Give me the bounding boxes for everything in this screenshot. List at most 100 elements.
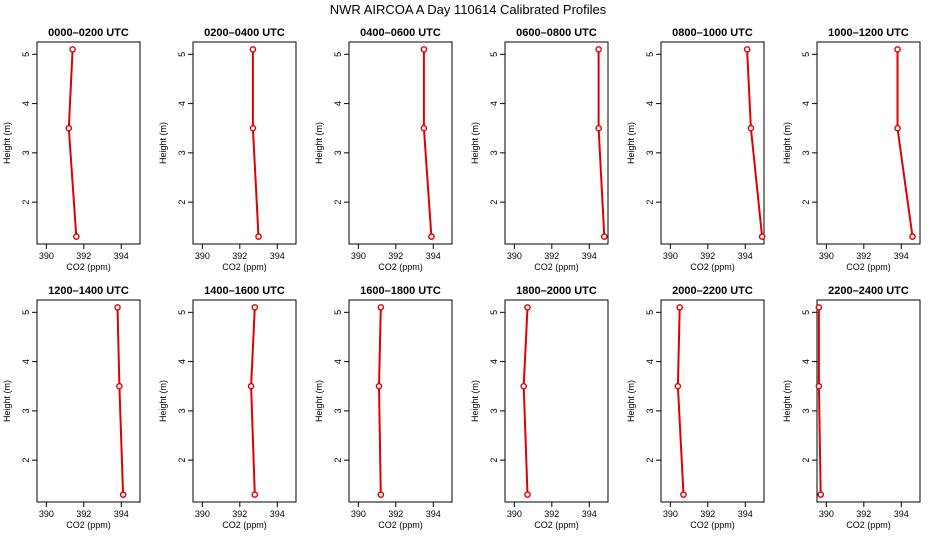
profile-point (520, 382, 528, 390)
x-tick-label: 394 (894, 509, 909, 519)
x-axis-label: CO2 (ppm) (378, 520, 423, 530)
y-tick-label: 2 (645, 458, 655, 463)
x-axis-label: CO2 (ppm) (690, 262, 735, 272)
y-axis-label: Height (m) (2, 122, 12, 164)
y-tick-label: 5 (333, 52, 343, 57)
x-axis-label: CO2 (ppm) (222, 262, 267, 272)
profile-point (249, 46, 257, 53)
profile-point (247, 382, 255, 390)
x-tick-label: 394 (582, 251, 597, 261)
x-tick-label: 392 (76, 509, 91, 519)
y-tick-label: 5 (645, 310, 655, 315)
y-tick-label: 3 (21, 150, 31, 155)
profile-panel-11: 2000–2200 UTC 390 392 394 2 3 4 5 CO2 (ppm) Heigh… (626, 285, 765, 530)
profile-line (377, 307, 382, 495)
profile-point (420, 124, 428, 132)
x-tick-label: 390 (507, 509, 522, 519)
profile-point (680, 491, 687, 498)
y-tick-label: 5 (801, 310, 811, 315)
panel-title: 1400–1600 UTC (204, 285, 285, 297)
x-tick-label: 392 (544, 251, 559, 261)
profile-point (119, 491, 127, 498)
x-tick-label: 390 (195, 251, 210, 261)
panel-grid: 0000–0200 UTC 390 392 394 2 3 4 5 CO2 (ppm) Heigh… (2, 27, 921, 530)
profile-point (909, 233, 916, 240)
profile-panel-9: 1600–1800 UTC 390 392 394 2 3 4 5 CO2 (ppm) Heigh… (314, 285, 453, 530)
x-axis-label: CO2 (ppm) (690, 520, 735, 530)
y-tick-label: 3 (489, 408, 499, 413)
profile-point (65, 124, 73, 132)
y-tick-label: 3 (21, 408, 31, 413)
profile-panel-3: 0400–0600 UTC 390 392 394 2 3 4 5 CO2 (ppm) Heigh… (314, 27, 453, 272)
y-tick-label: 3 (801, 150, 811, 155)
y-tick-label: 4 (177, 101, 187, 106)
x-tick-label: 390 (663, 251, 678, 261)
x-axis-label: CO2 (ppm) (534, 262, 579, 272)
x-tick-label: 390 (195, 509, 210, 519)
panel-title: 1800–2000 UTC (516, 285, 597, 297)
panel-title: 1600–1800 UTC (360, 285, 441, 297)
plot-frame (816, 299, 921, 503)
profile-point (114, 304, 121, 311)
profile-panel-1: 0000–0200 UTC 390 392 394 2 3 4 5 CO2 (ppm) Heigh… (2, 27, 141, 272)
y-tick-label: 4 (801, 101, 811, 106)
profile-point (377, 304, 385, 311)
profile-point (817, 491, 825, 498)
profile-point (743, 46, 751, 53)
y-axis-label: Height (m) (470, 380, 480, 422)
x-axis-label: CO2 (ppm) (222, 520, 267, 530)
x-tick-label: 392 (388, 509, 403, 519)
y-tick-label: 3 (333, 408, 343, 413)
profile-line (67, 49, 78, 237)
profile-line (116, 307, 125, 495)
y-tick-label: 2 (801, 458, 811, 463)
x-axis-label: CO2 (ppm) (378, 262, 423, 272)
plot-frame (192, 299, 297, 503)
y-axis-label: Height (m) (158, 122, 168, 164)
profile-point (116, 382, 123, 390)
y-tick-label: 2 (489, 200, 499, 205)
y-tick-label: 3 (333, 150, 343, 155)
x-tick-label: 394 (114, 509, 129, 519)
y-axis-label: Height (m) (626, 380, 636, 422)
plot-frame (36, 41, 141, 245)
x-tick-label: 392 (856, 509, 871, 519)
y-axis-label: Height (m) (470, 122, 480, 164)
profile-point (894, 46, 901, 53)
x-tick-label: 390 (39, 509, 54, 519)
x-tick-label: 392 (700, 251, 715, 261)
y-tick-label: 4 (645, 101, 655, 106)
x-tick-label: 394 (270, 509, 285, 519)
profile-panel-2: 0200–0400 UTC 390 392 394 2 3 4 5 CO2 (ppm) Heigh… (158, 27, 297, 272)
x-tick-label: 392 (232, 509, 247, 519)
y-tick-label: 2 (801, 200, 811, 205)
y-tick-label: 5 (801, 52, 811, 57)
panel-title: 1000–1200 UTC (828, 27, 909, 39)
profile-point (894, 124, 901, 132)
profile-point (595, 46, 602, 53)
profile-panel-7: 1200–1400 UTC 390 392 394 2 3 4 5 CO2 (ppm) Heigh… (2, 285, 141, 530)
profile-point (249, 124, 257, 132)
y-tick-label: 5 (177, 310, 187, 315)
y-tick-label: 2 (333, 458, 343, 463)
figure-title: NWR AIRCOA A Day 110614 Calibrated Profi… (330, 2, 607, 17)
panel-title: 2200–2400 UTC (828, 285, 909, 297)
y-axis-label: Height (m) (782, 380, 792, 422)
profile-panel-5: 0800–1000 UTC 390 392 394 2 3 4 5 CO2 (ppm) Heigh… (626, 27, 766, 272)
plot-frame (816, 41, 921, 245)
x-tick-label: 394 (738, 251, 753, 261)
y-tick-label: 4 (177, 359, 187, 364)
y-tick-label: 4 (21, 101, 31, 106)
y-axis-label: Height (m) (158, 380, 168, 422)
plot-frame (660, 41, 765, 245)
x-tick-label: 394 (426, 509, 441, 519)
y-tick-label: 5 (333, 310, 343, 315)
x-tick-label: 390 (351, 509, 366, 519)
y-tick-label: 2 (489, 458, 499, 463)
profile-point (524, 304, 531, 311)
y-tick-label: 4 (645, 359, 655, 364)
y-tick-label: 3 (645, 408, 655, 413)
profile-point (815, 304, 823, 311)
x-axis-label: CO2 (ppm) (66, 520, 111, 530)
